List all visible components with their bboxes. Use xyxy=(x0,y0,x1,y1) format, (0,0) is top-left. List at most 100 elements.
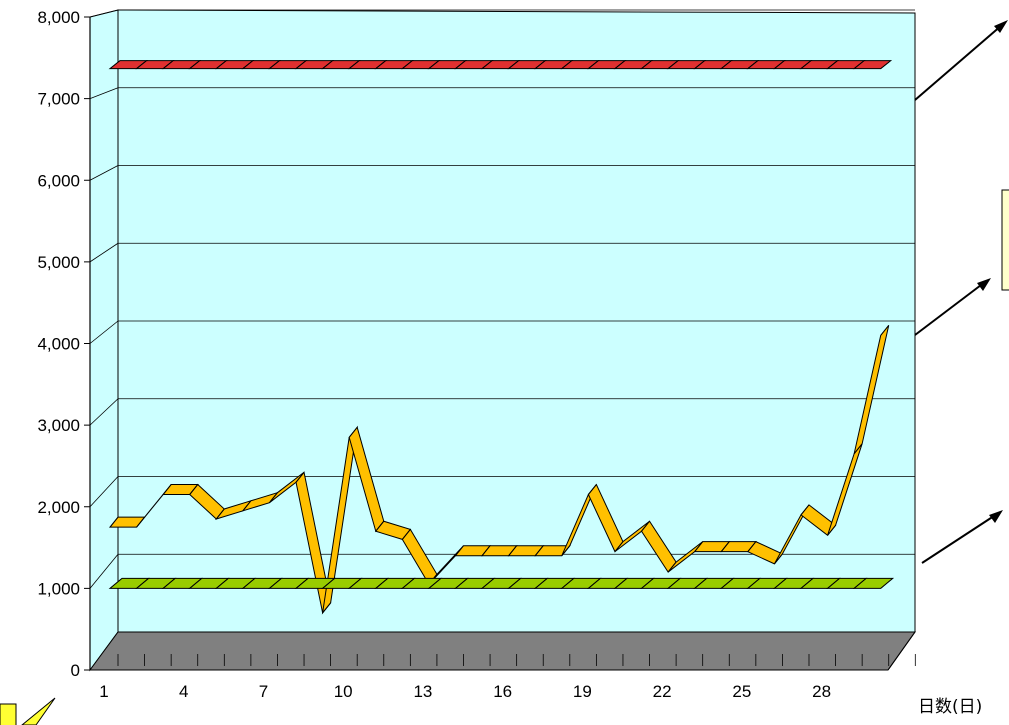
data-point xyxy=(295,472,305,483)
x-tick-label: 7 xyxy=(259,682,268,701)
data-point xyxy=(242,578,256,589)
data-point xyxy=(136,516,145,528)
data-point xyxy=(641,60,652,69)
data-point xyxy=(216,60,227,69)
data-point xyxy=(109,578,123,589)
data-point xyxy=(216,578,229,589)
data-point xyxy=(561,60,573,69)
data-point xyxy=(534,578,548,589)
series-line-3 xyxy=(108,577,895,589)
data-point xyxy=(508,60,519,69)
x-axis-label: 日数(日) xyxy=(918,697,982,717)
data-point xyxy=(455,60,466,69)
y-tick-label: 6,000 xyxy=(37,171,80,190)
data-point xyxy=(534,545,544,556)
series-line-2 xyxy=(108,325,890,615)
data-point xyxy=(348,578,362,589)
data-point xyxy=(322,60,333,69)
data-point xyxy=(402,529,411,540)
data-point xyxy=(827,578,840,589)
data-point xyxy=(242,500,252,512)
data-point xyxy=(162,578,176,589)
data-point xyxy=(827,525,836,536)
data-point xyxy=(588,484,597,495)
data-point xyxy=(614,578,628,589)
data-point xyxy=(322,602,331,614)
data-point xyxy=(136,578,149,589)
floor xyxy=(89,631,916,671)
data-point xyxy=(800,578,814,589)
y-tick-label: 3,000 xyxy=(37,416,80,435)
right-edge-line xyxy=(887,631,916,671)
data-point xyxy=(614,60,626,69)
data-point xyxy=(880,325,890,336)
data-point xyxy=(561,578,575,589)
data-point xyxy=(880,578,893,589)
data-point xyxy=(162,484,172,495)
data-point xyxy=(242,60,254,69)
data-point xyxy=(853,443,863,454)
gridline-side xyxy=(89,320,119,344)
data-point xyxy=(428,60,440,69)
gridline-side xyxy=(89,476,119,508)
data-point xyxy=(641,578,654,589)
y-tick-label: 2,000 xyxy=(37,498,80,517)
data-point xyxy=(375,578,389,589)
data-point xyxy=(561,545,571,556)
callout-box-bottom-left xyxy=(0,703,17,725)
data-point xyxy=(534,60,546,69)
data-point xyxy=(588,578,601,589)
data-point xyxy=(455,578,468,589)
y-axis: 0 1,000 2,000 3,000 4,000 5,000 6,000 7,000 8,00… xyxy=(37,8,91,680)
data-point xyxy=(295,60,307,69)
arrow-lower xyxy=(921,513,998,564)
data-point xyxy=(641,520,650,532)
y-tick-label: 4,000 xyxy=(37,335,80,354)
data-point xyxy=(348,60,360,69)
x-tick-label: 19 xyxy=(573,682,592,701)
data-point xyxy=(402,60,413,69)
x-tick-label: 10 xyxy=(334,682,353,701)
arrow-upper-head xyxy=(994,20,1008,33)
series-group xyxy=(108,60,895,615)
data-point xyxy=(136,60,147,69)
gridline-side xyxy=(89,242,119,263)
data-point xyxy=(189,578,202,589)
data-point xyxy=(694,578,707,589)
arrow-lower-head xyxy=(989,510,1003,523)
x-tick-label: 13 xyxy=(413,682,432,701)
data-point xyxy=(269,578,282,589)
data-point xyxy=(853,578,867,589)
data-point xyxy=(508,578,521,589)
gridline-side xyxy=(89,165,119,181)
data-point xyxy=(800,60,812,69)
data-point xyxy=(667,60,679,69)
data-point xyxy=(614,541,624,552)
x-tick-label: 4 xyxy=(179,682,188,701)
data-point xyxy=(295,578,309,589)
data-point xyxy=(189,484,199,495)
x-axis: 1 4 7 10 13 16 19 22 25 28 xyxy=(99,654,916,701)
x-tick-label: 1 xyxy=(99,682,108,701)
data-point xyxy=(588,60,599,69)
x-tick-label: 28 xyxy=(812,682,831,701)
data-point xyxy=(667,578,681,589)
y-tick-label: 5,000 xyxy=(37,253,80,272)
arrow-middle-head xyxy=(977,278,991,291)
data-point xyxy=(322,578,335,589)
data-point xyxy=(747,578,761,589)
x-tick-label: 25 xyxy=(732,682,751,701)
annotation-arrows xyxy=(914,20,1008,564)
data-point xyxy=(481,60,493,69)
data-point xyxy=(667,561,677,573)
gridline-side xyxy=(89,553,119,589)
x-tick-label: 22 xyxy=(653,682,672,701)
data-point xyxy=(455,545,464,556)
arrow-middle xyxy=(914,281,986,336)
gridline-side xyxy=(89,87,119,99)
data-point xyxy=(109,516,119,528)
data-point xyxy=(774,60,785,69)
data-point xyxy=(269,60,280,69)
data-point xyxy=(747,541,757,552)
